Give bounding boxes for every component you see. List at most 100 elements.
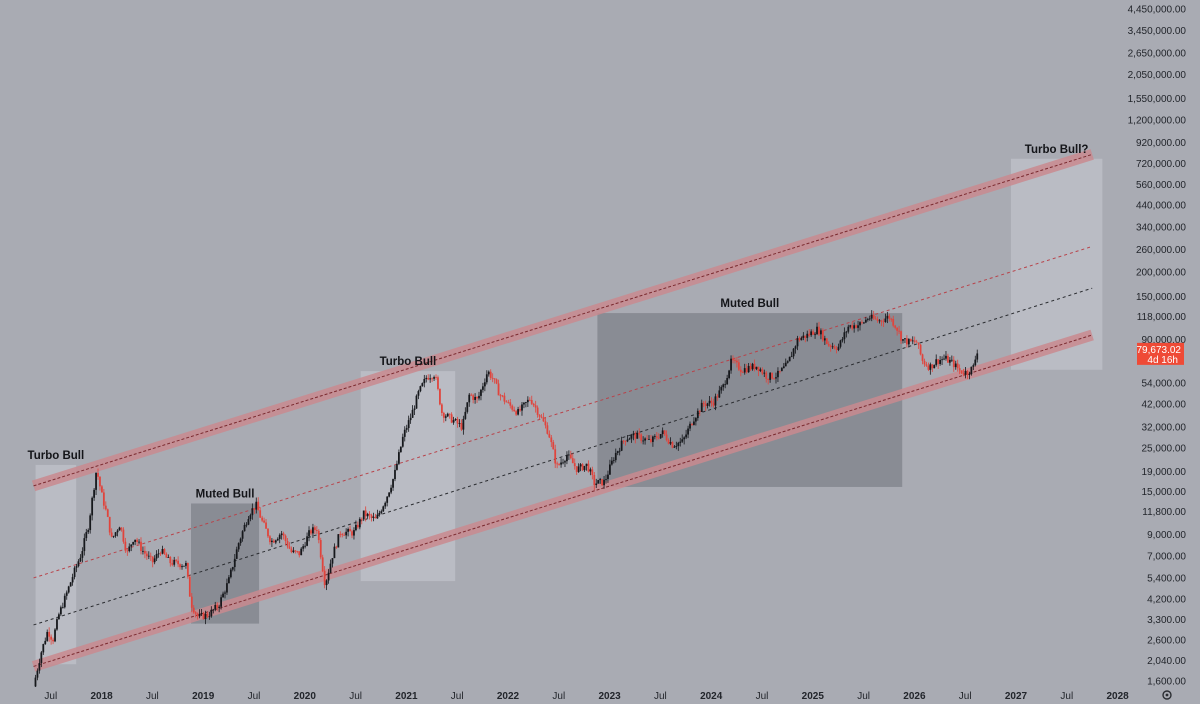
candle-body bbox=[593, 474, 596, 485]
candle-body bbox=[312, 527, 314, 534]
y-tick-label: 3,450,000.00 bbox=[1128, 26, 1187, 37]
zone-box-3 bbox=[597, 313, 903, 487]
candle-body bbox=[366, 513, 369, 517]
settings-icon[interactable] bbox=[1162, 690, 1172, 700]
candle-body bbox=[958, 368, 961, 371]
candle-body bbox=[46, 631, 49, 641]
candle-body bbox=[771, 372, 773, 379]
candle-body bbox=[653, 436, 656, 437]
candle-body bbox=[825, 338, 828, 344]
candle-body bbox=[784, 362, 787, 367]
candle-body bbox=[126, 550, 129, 552]
x-tick-label: 2026 bbox=[903, 691, 926, 702]
candle-body bbox=[403, 429, 406, 437]
candle-body bbox=[364, 510, 367, 517]
candle-body bbox=[413, 408, 416, 410]
candle-body bbox=[927, 365, 930, 370]
candle-body bbox=[718, 390, 721, 398]
candle-body bbox=[411, 409, 414, 418]
candle-body bbox=[102, 492, 105, 506]
candle-layer bbox=[34, 310, 979, 688]
candle-body bbox=[42, 644, 45, 653]
channel-upper-line bbox=[33, 153, 1093, 487]
candle-body bbox=[624, 440, 627, 442]
y-tick-label: 2,040.00 bbox=[1147, 656, 1186, 667]
candle-body bbox=[157, 553, 160, 555]
candle-body bbox=[472, 395, 475, 400]
candle-body bbox=[231, 567, 234, 570]
candle-body bbox=[648, 438, 650, 440]
candle-body bbox=[954, 363, 957, 368]
x-tick-label: 2020 bbox=[294, 691, 317, 702]
candle-body bbox=[728, 370, 730, 379]
candle-body bbox=[661, 430, 664, 435]
candle-body bbox=[905, 338, 908, 345]
candle-body bbox=[837, 346, 840, 350]
candle-body bbox=[259, 510, 262, 518]
y-tick-label: 260,000.00 bbox=[1136, 245, 1186, 256]
y-axis[interactable]: 1,600.00 2,040.00 2,600.00 3,300.00 4,200.00… bbox=[1128, 5, 1187, 688]
candle-body bbox=[679, 441, 682, 443]
x-tick-label: Jul bbox=[451, 691, 464, 702]
candle-body bbox=[761, 369, 764, 374]
candle-body bbox=[759, 369, 762, 372]
y-tick-label: 54,000.00 bbox=[1142, 378, 1187, 389]
candle-body bbox=[491, 377, 494, 379]
candle-body bbox=[101, 486, 103, 493]
y-tick-label: 440,000.00 bbox=[1136, 201, 1186, 212]
candle-body bbox=[382, 506, 385, 512]
candle-body bbox=[966, 370, 969, 376]
candle-body bbox=[235, 549, 238, 559]
x-axis[interactable]: Jul 2018 Jul 2019 Jul 2020 Jul 2021 Jul 2022 Jul 20… bbox=[44, 691, 1129, 702]
y-tick-label: 1,550,000.00 bbox=[1128, 94, 1187, 105]
y-tick-label: 32,000.00 bbox=[1142, 423, 1187, 434]
candle-body bbox=[181, 566, 183, 568]
candle-body bbox=[190, 596, 193, 608]
candle-body bbox=[769, 372, 772, 380]
candle-body bbox=[751, 363, 754, 370]
candle-body bbox=[902, 339, 904, 341]
candle-body bbox=[747, 365, 750, 373]
zone-label-3: Muted Bull bbox=[720, 298, 779, 310]
candle-body bbox=[552, 442, 555, 450]
candle-body bbox=[468, 394, 471, 403]
candle-body bbox=[77, 561, 80, 567]
candle-body bbox=[347, 529, 349, 532]
candle-body bbox=[460, 423, 463, 430]
candle-body bbox=[767, 378, 770, 380]
channel-lower-line bbox=[33, 334, 1093, 667]
candle-body bbox=[620, 440, 623, 451]
zones-layer bbox=[35, 158, 1103, 665]
candle-body bbox=[673, 446, 676, 448]
candle-body bbox=[288, 546, 291, 549]
candle-body bbox=[210, 609, 213, 617]
candle-body bbox=[622, 440, 625, 442]
candle-body bbox=[34, 677, 37, 687]
candle-body bbox=[567, 454, 570, 456]
y-tick-label: 560,000.00 bbox=[1136, 180, 1186, 191]
candle-body bbox=[79, 557, 82, 562]
candle-body bbox=[452, 420, 455, 423]
candle-body bbox=[294, 550, 297, 552]
candle-body bbox=[710, 400, 713, 403]
candle-body bbox=[886, 315, 889, 319]
candle-body bbox=[386, 496, 389, 503]
candle-body bbox=[392, 479, 394, 488]
candle-body bbox=[671, 442, 674, 448]
candle-body bbox=[917, 342, 920, 345]
candle-body bbox=[864, 319, 867, 323]
candle-body bbox=[753, 363, 756, 370]
candle-body bbox=[505, 401, 508, 403]
candle-body bbox=[534, 405, 537, 408]
candle-body bbox=[925, 364, 928, 366]
candle-body bbox=[65, 592, 68, 596]
y-tick-label: 920,000.00 bbox=[1136, 138, 1186, 149]
candle-body bbox=[155, 554, 158, 559]
candle-body bbox=[788, 356, 791, 362]
settings-icon-hub bbox=[1165, 693, 1169, 697]
candle-body bbox=[437, 377, 439, 389]
candle-body bbox=[831, 346, 834, 348]
